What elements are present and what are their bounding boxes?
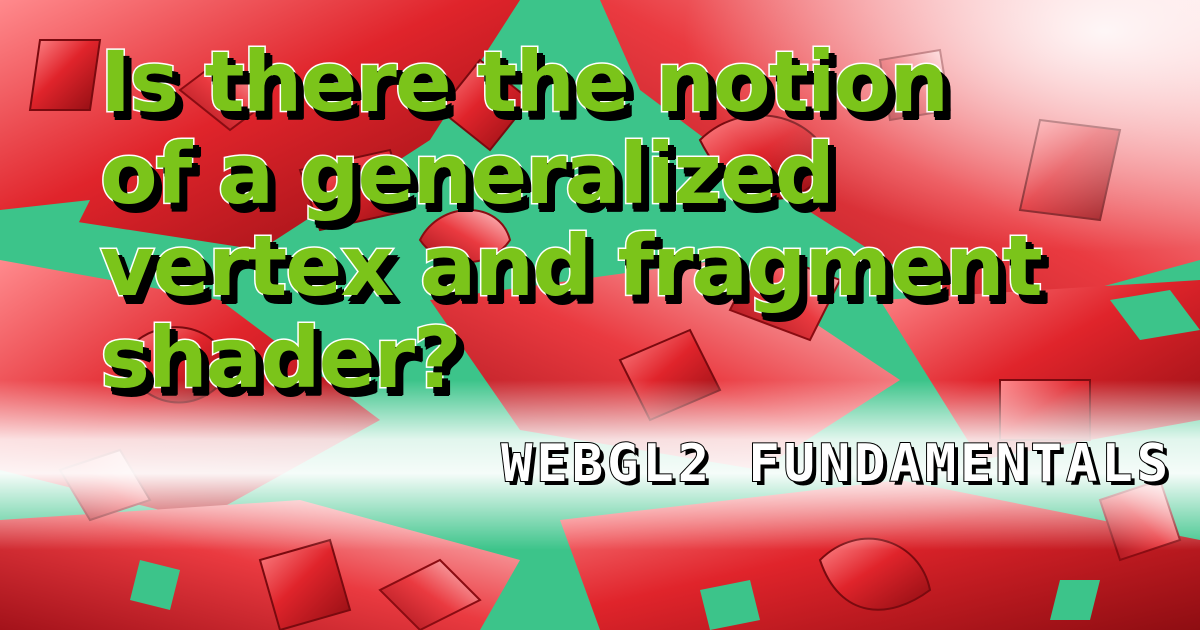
site-brand: WEBGL2 FUNDAMENTALS xyxy=(500,433,1172,495)
title-line: shader? xyxy=(99,309,464,407)
title-line: vertex and fragment xyxy=(99,217,1045,315)
page-title: Is there the notion of a generalized ver… xyxy=(99,33,1180,407)
title-line: Is there the notion xyxy=(99,33,951,131)
title-line: of a generalized xyxy=(99,125,837,223)
